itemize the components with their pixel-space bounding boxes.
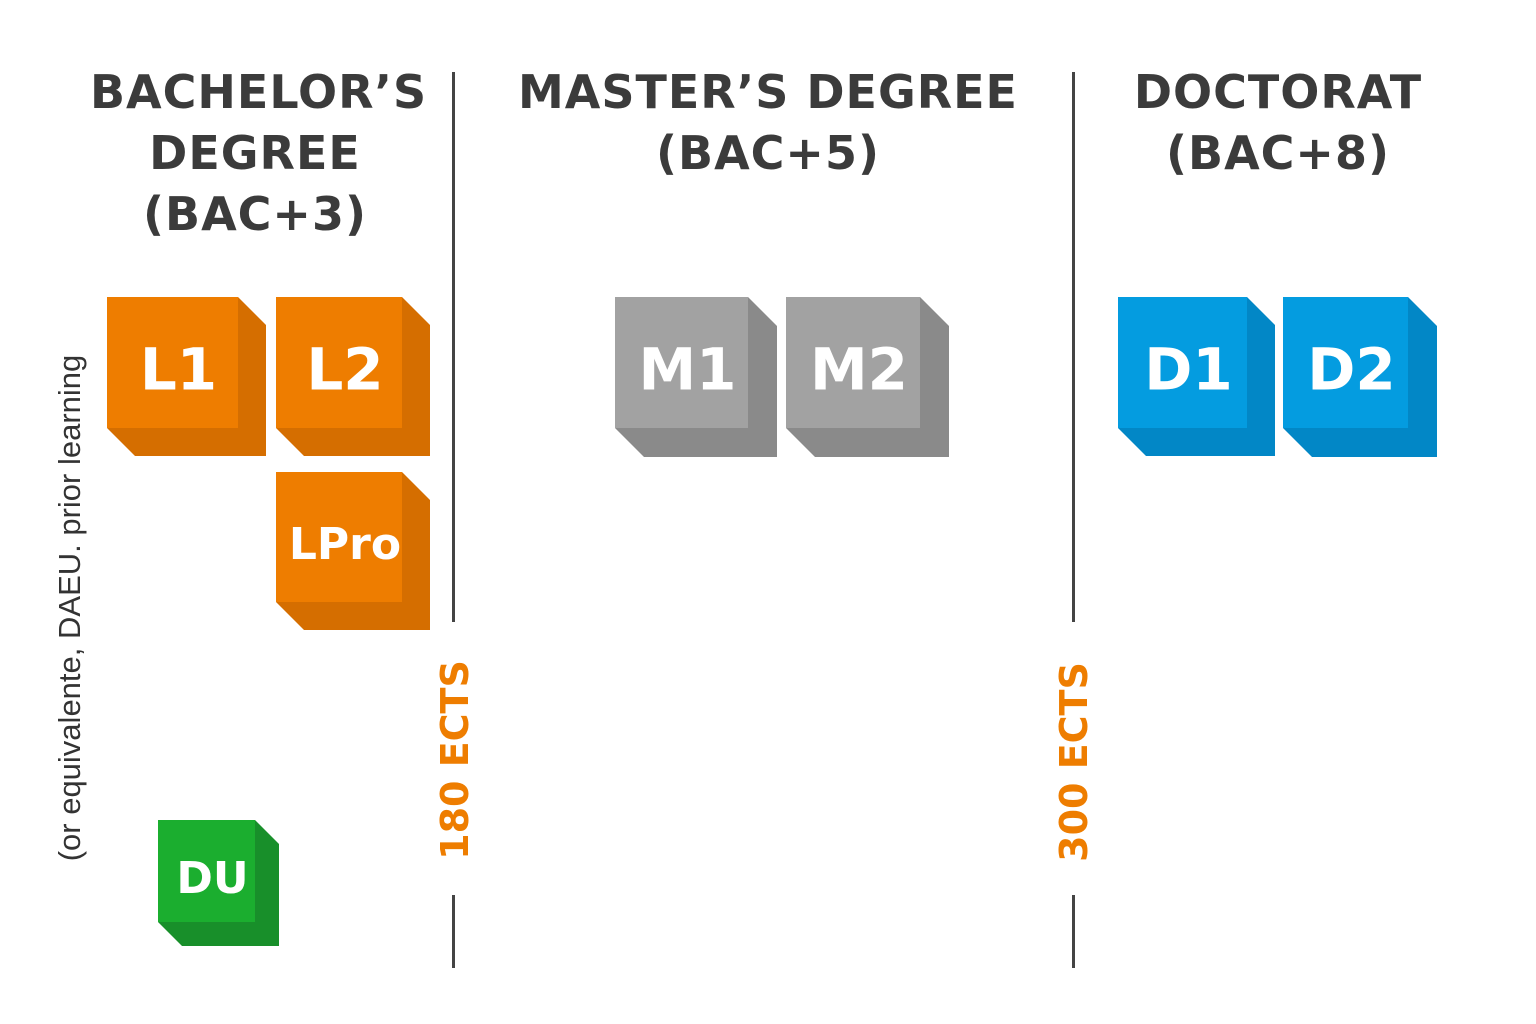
block-l1: L1: [107, 297, 266, 456]
divider-line: [452, 72, 455, 622]
block-m1: M1: [615, 297, 777, 457]
title-line: (BAC+5): [655, 126, 881, 180]
doctorat-title: DOCTORAT (BAC+8): [1110, 62, 1446, 184]
block-front-face: [107, 297, 238, 428]
block-front-face: [786, 297, 920, 428]
block-m2: M2: [786, 297, 949, 457]
title-line: MASTER’S DEGREE: [518, 65, 1018, 119]
title-line: (BAC+3): [142, 187, 368, 241]
block-label: L2: [306, 335, 383, 403]
block-label: LPro: [289, 519, 401, 570]
block-front-face: [276, 297, 402, 428]
title-line: BACHELOR’S: [90, 65, 428, 119]
block-label: L1: [140, 335, 217, 403]
title-line: (BAC+8): [1165, 126, 1391, 180]
block-label: M1: [638, 335, 736, 403]
block-d1: D1: [1118, 297, 1275, 456]
bachelor-title: BACHELOR’S DEGREE (BAC+3): [90, 62, 428, 245]
block-d2: D2: [1283, 297, 1437, 457]
block-label: M2: [810, 335, 908, 403]
divider-line: [452, 895, 455, 968]
block-du: DU: [158, 820, 279, 946]
block-label: DU: [176, 853, 248, 904]
block-front-face: [1118, 297, 1247, 428]
block-label: D2: [1307, 335, 1396, 403]
block-front-face: [615, 297, 748, 428]
title-line: DOCTORAT: [1133, 65, 1423, 119]
block-front-face: [1283, 297, 1408, 428]
master-title: MASTER’S DEGREE (BAC+5): [500, 62, 1036, 184]
block-front-face: [276, 472, 402, 602]
divider-line: [1072, 895, 1075, 968]
divider-line: [1072, 72, 1075, 622]
block-l2: L2: [276, 297, 430, 456]
block-front-face: [158, 820, 255, 922]
block-lpro: LPro: [276, 472, 430, 630]
block-label: D1: [1144, 335, 1233, 403]
title-line: DEGREE: [149, 126, 361, 180]
